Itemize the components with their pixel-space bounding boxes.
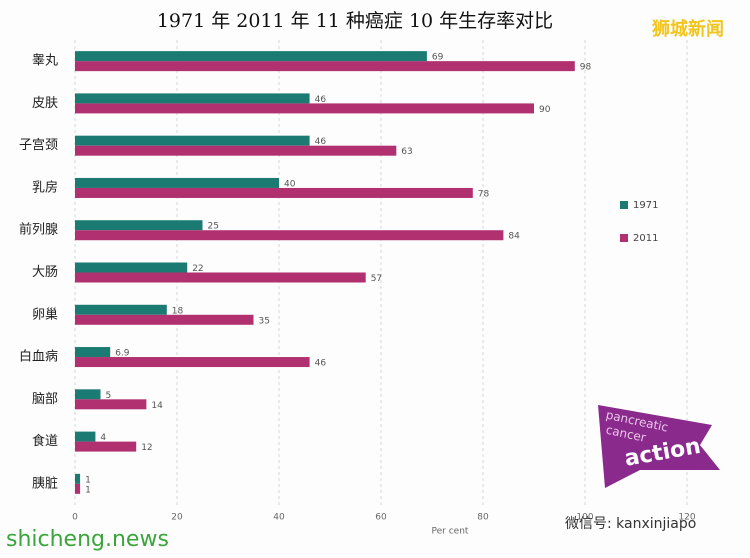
y-tick-label: 乳房 xyxy=(32,179,58,195)
value-label: 18 xyxy=(172,306,184,316)
bar xyxy=(75,399,147,410)
value-label: 84 xyxy=(508,232,520,242)
x-tick-label: 20 xyxy=(171,513,183,523)
bar xyxy=(75,93,310,104)
legend-swatch xyxy=(620,234,628,242)
bar xyxy=(75,304,167,315)
bar xyxy=(75,135,310,146)
value-label: 63 xyxy=(401,147,412,157)
bar xyxy=(75,431,96,442)
bar xyxy=(75,389,101,400)
bar xyxy=(75,314,254,325)
value-label: 5 xyxy=(106,391,112,401)
value-label: 35 xyxy=(259,316,270,326)
bar xyxy=(75,262,188,273)
bar xyxy=(75,441,137,452)
legend-label: 2011 xyxy=(633,233,658,244)
value-label: 90 xyxy=(539,105,551,115)
x-tick-label: 120 xyxy=(678,513,695,523)
y-tick-label: 脑部 xyxy=(32,392,58,407)
chart-title: 1971 年 2011 年 11 种癌症 10 年生存率对比 xyxy=(157,10,553,32)
bar xyxy=(75,483,81,494)
value-label: 1 xyxy=(85,485,91,495)
x-tick-label: 40 xyxy=(273,513,285,523)
value-label: 6.9 xyxy=(115,349,130,359)
value-label: 46 xyxy=(315,95,327,105)
bar xyxy=(75,103,534,114)
y-tick-label: 子宫颈 xyxy=(19,138,58,153)
watermark: 狮城新闻 xyxy=(652,18,724,40)
y-tick-label: 前列腺 xyxy=(19,222,58,238)
x-tick-label: 100 xyxy=(576,513,593,523)
value-label: 4 xyxy=(100,433,106,443)
bar xyxy=(75,187,473,198)
value-label: 46 xyxy=(315,359,327,369)
value-label: 46 xyxy=(315,137,327,147)
bar xyxy=(75,230,504,241)
legend-swatch xyxy=(620,201,628,209)
y-tick-label: 食道 xyxy=(32,433,58,449)
x-tick-label: 0 xyxy=(72,513,78,523)
value-label: 69 xyxy=(432,53,444,63)
bar xyxy=(75,145,397,156)
x-axis-label: Per cent xyxy=(432,527,469,537)
y-tick-label: 睾丸 xyxy=(32,53,58,69)
bar xyxy=(75,347,111,358)
value-label: 25 xyxy=(208,222,219,232)
y-tick-label: 卵巢 xyxy=(32,307,58,322)
value-label: 1 xyxy=(85,475,91,485)
y-tick-label: 大肠 xyxy=(32,265,58,280)
site-text: shicheng.news xyxy=(6,527,169,552)
wechat-text: 微信号: kanxinjiapo xyxy=(565,516,696,532)
legend-label: 1971 xyxy=(633,200,658,211)
bar xyxy=(75,272,366,283)
value-label: 57 xyxy=(371,274,382,284)
x-tick-label: 80 xyxy=(477,513,489,523)
value-label: 98 xyxy=(580,63,592,73)
y-tick-label: 白血病 xyxy=(19,349,58,365)
value-label: 22 xyxy=(192,264,203,274)
bar xyxy=(75,357,310,368)
bar xyxy=(75,220,203,231)
value-label: 14 xyxy=(151,401,163,411)
bar xyxy=(75,473,81,484)
y-tick-label: 胰脏 xyxy=(32,476,58,491)
logo-shape xyxy=(598,405,720,488)
x-tick-label: 60 xyxy=(375,513,387,523)
value-label: 12 xyxy=(141,443,152,453)
value-label: 78 xyxy=(478,189,490,199)
bar xyxy=(75,61,575,72)
value-label: 40 xyxy=(284,179,296,189)
bar xyxy=(75,177,279,188)
bar xyxy=(75,51,427,62)
y-tick-label: 皮肤 xyxy=(32,96,58,111)
